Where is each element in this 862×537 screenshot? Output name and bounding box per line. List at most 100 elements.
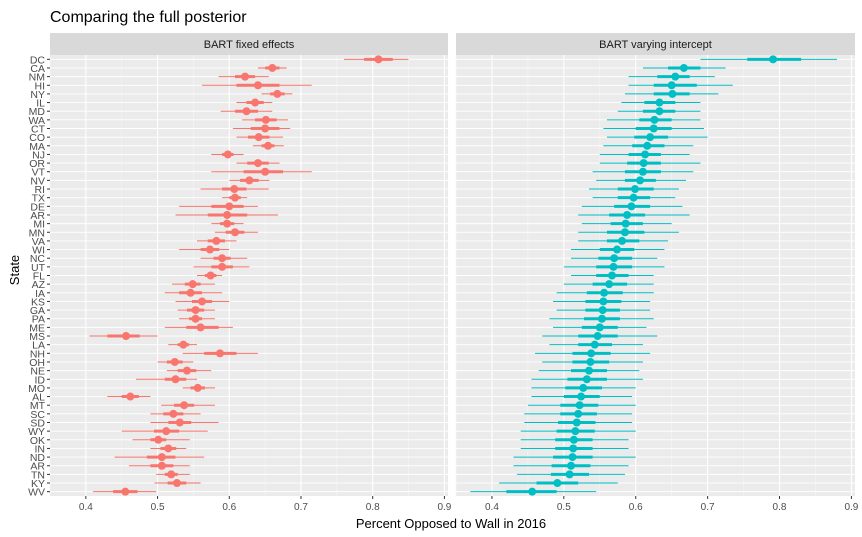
point-estimate <box>245 176 254 185</box>
y-axis: DCCANMHINYILMDWACTCOMANJORVTNVRITXDEARMI… <box>28 54 50 499</box>
y-tick-label: NV <box>30 175 45 187</box>
point-estimate <box>579 383 588 392</box>
x-tick-label: 0.6 <box>629 502 643 513</box>
point-estimate <box>643 141 652 150</box>
x-tick-label: 0.5 <box>151 502 165 513</box>
point-estimate <box>769 55 778 64</box>
point-estimate <box>231 193 240 202</box>
point-estimate <box>668 89 677 98</box>
point-estimate <box>186 288 195 297</box>
point-estimate <box>169 409 178 418</box>
point-estimate <box>218 254 227 263</box>
point-estimate <box>631 185 640 194</box>
x-tick-label: 0.7 <box>701 502 715 513</box>
point-estimate <box>613 245 622 254</box>
point-estimate <box>623 210 632 219</box>
y-tick-label: IN <box>35 443 46 455</box>
y-tick-label: NM <box>29 72 45 84</box>
point-estimate <box>223 219 232 228</box>
point-estimate <box>261 124 270 133</box>
x-tick-label: 0.9 <box>844 502 858 513</box>
y-tick-label: TX <box>32 193 45 205</box>
y-tick-label: WY <box>28 426 45 438</box>
point-estimate <box>593 332 602 341</box>
y-tick-label: IL <box>36 98 45 110</box>
point-estimate <box>571 427 580 436</box>
point-estimate <box>179 340 188 349</box>
point-estimate <box>188 280 197 289</box>
point-estimate <box>230 185 239 194</box>
y-tick-label: MO <box>28 383 45 395</box>
x-tick-label: 0.8 <box>773 502 787 513</box>
point-estimate <box>254 133 263 142</box>
point-estimate <box>528 487 537 496</box>
y-tick-label: MA <box>29 141 45 153</box>
y-tick-label: MN <box>29 227 45 239</box>
point-estimate <box>655 107 664 116</box>
point-estimate <box>646 133 655 142</box>
y-tick-label: CT <box>31 124 46 136</box>
point-estimate <box>609 262 618 271</box>
point-estimate <box>171 375 180 384</box>
point-estimate <box>193 383 202 392</box>
point-estimate <box>196 323 205 332</box>
point-estimate <box>679 63 688 72</box>
point-estimate <box>572 418 581 427</box>
point-estimate <box>636 176 645 185</box>
point-estimate <box>198 297 207 306</box>
point-estimate <box>575 401 584 410</box>
point-estimate <box>191 314 200 323</box>
point-estimate <box>122 332 131 341</box>
point-estimate <box>126 392 135 401</box>
point-estimate <box>223 210 232 219</box>
point-estimate <box>605 280 614 289</box>
y-tick-label: OH <box>29 357 45 369</box>
point-estimate <box>253 159 262 168</box>
y-tick-label: WV <box>28 487 45 499</box>
y-tick-label: CA <box>30 63 45 75</box>
point-estimate <box>251 98 260 107</box>
y-tick-label: LA <box>32 340 45 352</box>
y-tick-label: AZ <box>32 279 46 291</box>
point-estimate <box>264 141 273 150</box>
point-estimate <box>582 375 591 384</box>
point-estimate <box>215 349 224 358</box>
point-estimate <box>175 418 184 427</box>
y-tick-label: NH <box>30 348 45 360</box>
y-tick-label: MD <box>29 106 46 118</box>
point-estimate <box>610 254 619 263</box>
y-tick-label: DE <box>30 201 45 213</box>
point-estimate <box>253 81 262 90</box>
point-estimate <box>212 236 221 245</box>
y-tick-label: ND <box>30 452 46 464</box>
point-estimate <box>600 288 609 297</box>
point-estimate <box>586 357 595 366</box>
panel-2: BART varying intercept 0.4 0.5 0.6 0.7 0.8 0.9 <box>455 33 859 513</box>
y-tick-label: MI <box>33 219 45 231</box>
point-estimate <box>170 357 179 366</box>
point-estimate <box>587 349 596 358</box>
y-tick-label: FL <box>33 271 45 283</box>
point-estimate <box>577 392 586 401</box>
point-estimate <box>608 271 617 280</box>
point-estimate <box>157 453 166 462</box>
point-estimate <box>261 115 270 124</box>
strip-label: BART fixed effects <box>204 39 295 51</box>
point-estimate <box>273 89 282 98</box>
y-tick-label: ID <box>35 374 46 386</box>
x-tick-label: 0.4 <box>485 502 499 513</box>
point-estimate <box>650 115 659 124</box>
y-tick-label: CO <box>29 132 45 144</box>
y-tick-label: KS <box>31 296 45 308</box>
y-tick-label: SC <box>30 409 45 421</box>
y-tick-label: IA <box>35 288 45 300</box>
y-tick-label: OK <box>30 435 45 447</box>
point-estimate <box>599 297 608 306</box>
point-estimate <box>154 435 163 444</box>
y-tick-label: TN <box>31 469 45 481</box>
point-estimate <box>374 55 383 64</box>
y-tick-label: NY <box>30 89 45 101</box>
point-estimate <box>671 72 680 81</box>
point-estimate <box>655 98 664 107</box>
